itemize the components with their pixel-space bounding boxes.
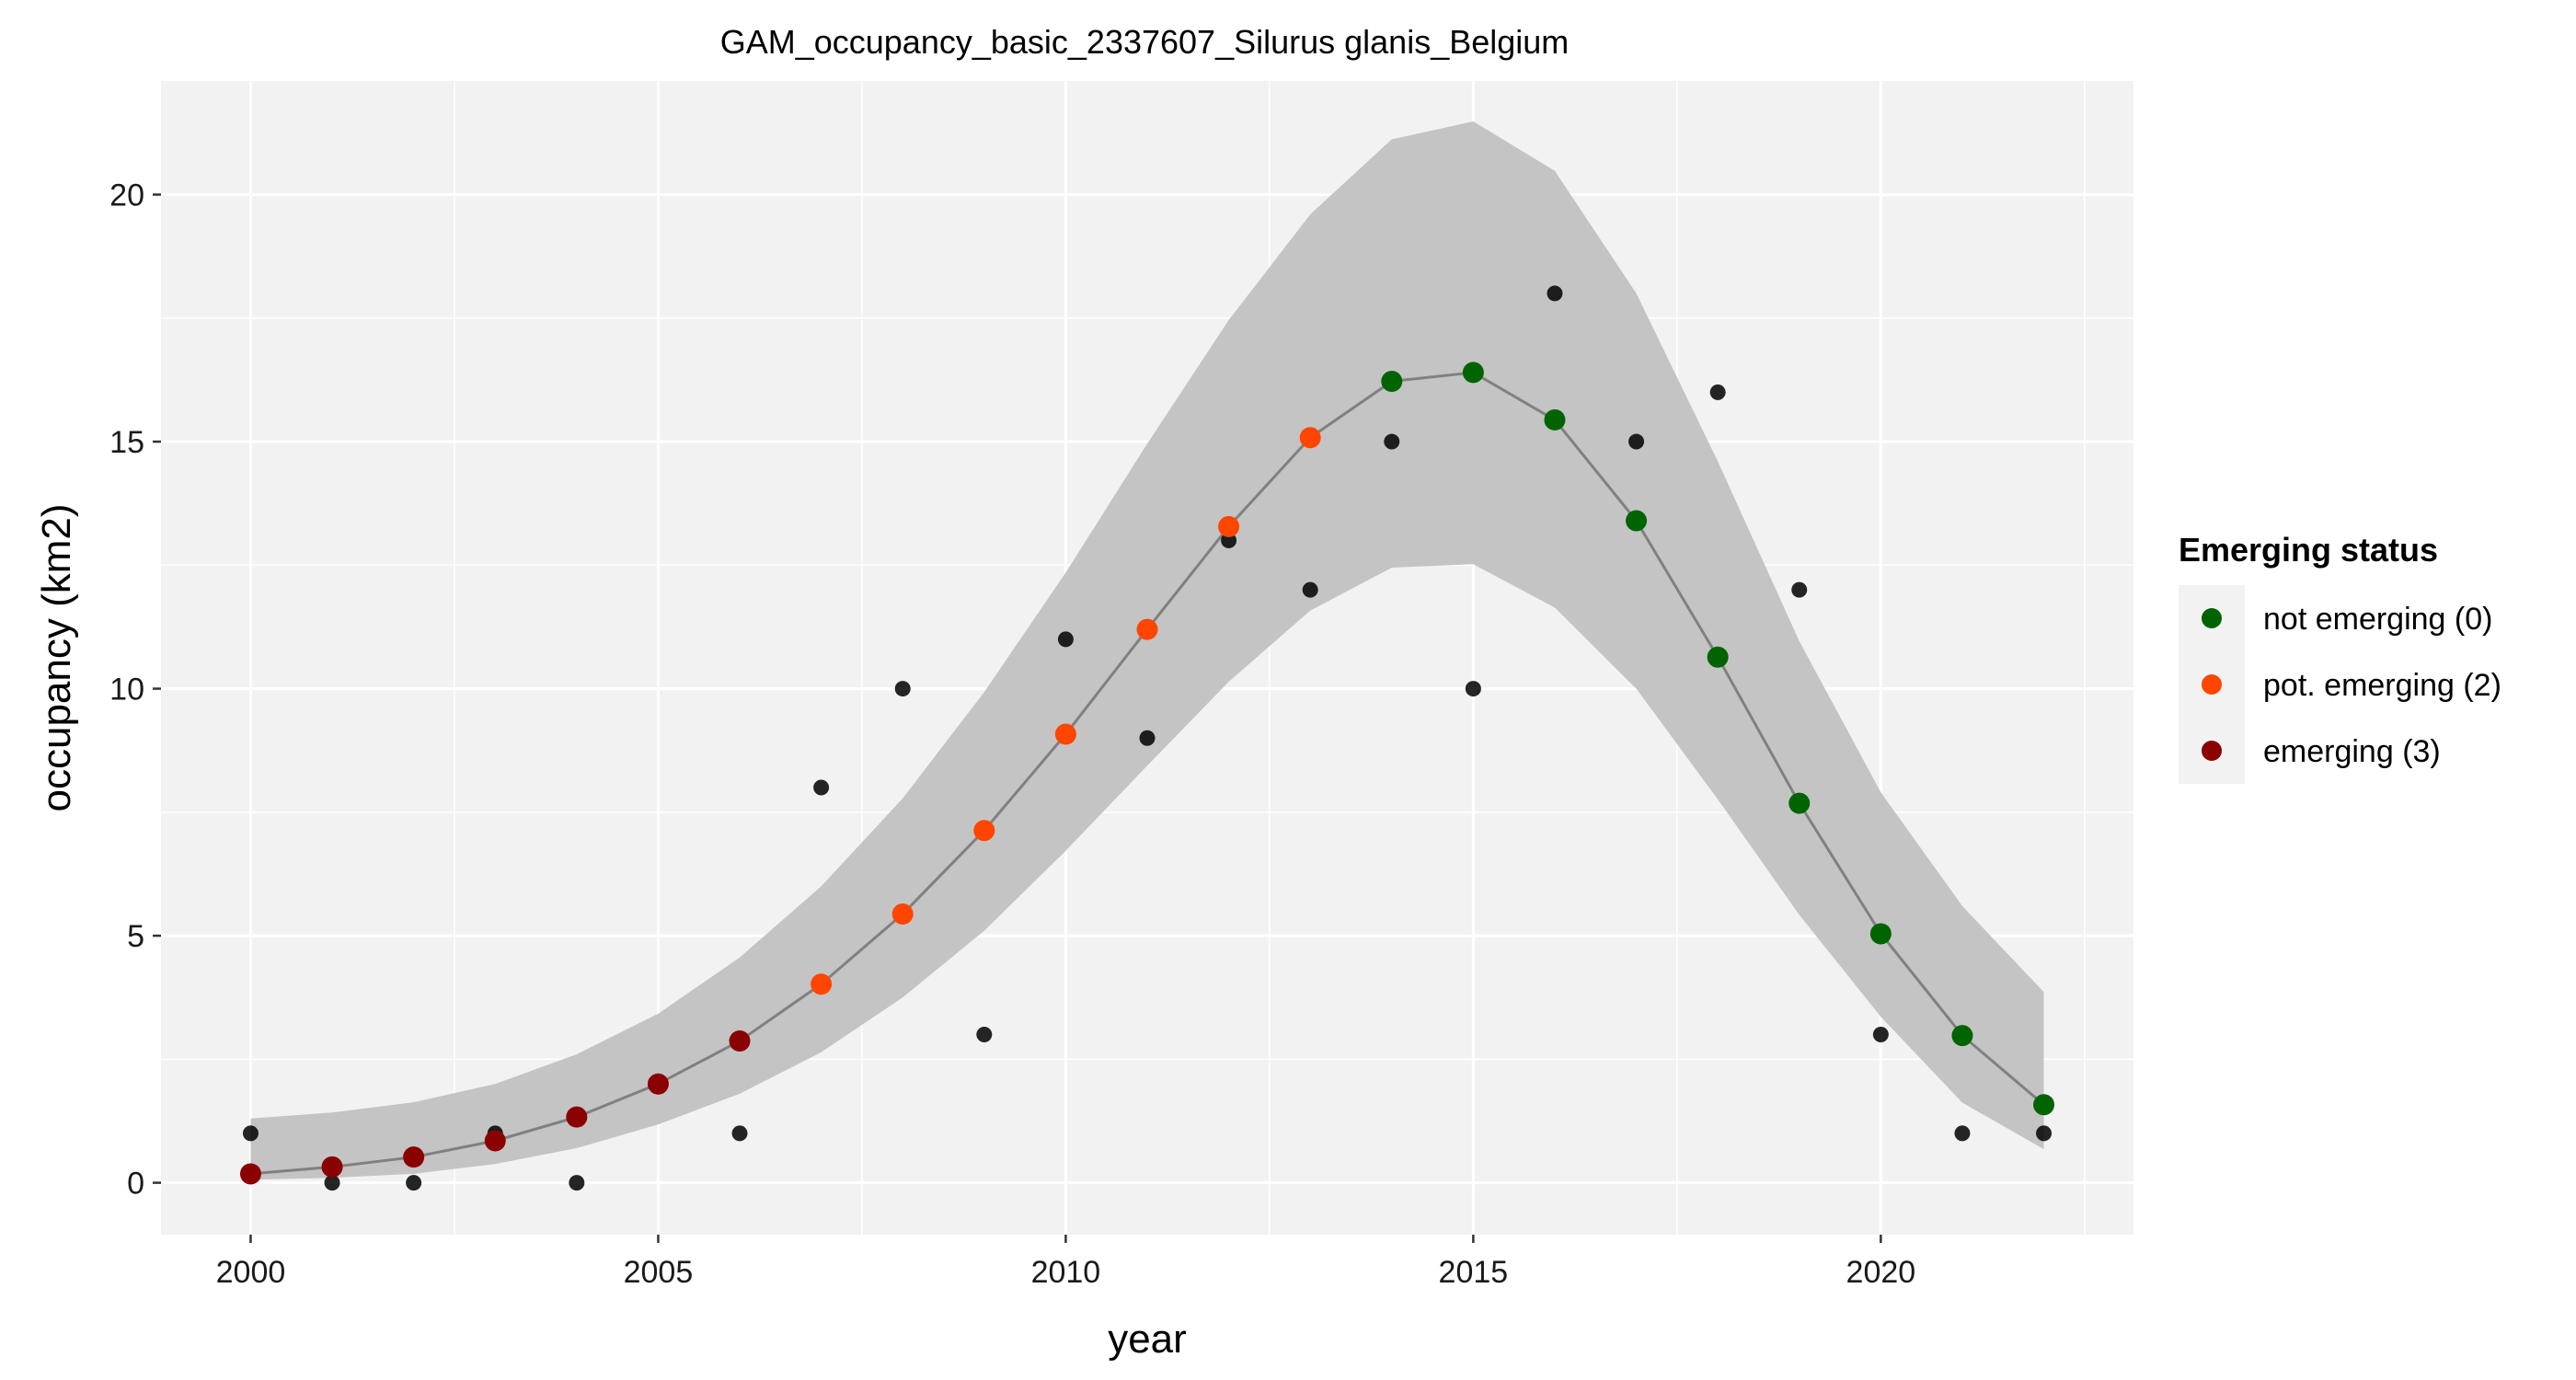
fitted-points bbox=[239, 362, 2055, 1185]
fitted-point bbox=[1299, 427, 1321, 449]
fitted-point bbox=[1788, 792, 1811, 814]
observed-point bbox=[1954, 1125, 1971, 1142]
x-axis-ticks: 2000 2005 2010 2015 2020 bbox=[216, 1235, 1916, 1290]
observed-point bbox=[1628, 433, 1645, 450]
y-axis-title: occupancy (km2) bbox=[34, 503, 79, 811]
fitted-point bbox=[891, 903, 914, 925]
observed-point bbox=[1302, 581, 1318, 598]
observed-point bbox=[731, 1125, 748, 1142]
fitted-point bbox=[1707, 646, 1729, 668]
y-tick-label: 5 bbox=[127, 919, 144, 954]
fitted-point bbox=[566, 1106, 588, 1128]
legend-key-pot-emerging bbox=[2202, 674, 2222, 695]
fitted-point bbox=[1381, 371, 1403, 393]
observed-point bbox=[1872, 1026, 1889, 1042]
observed-point bbox=[324, 1175, 340, 1191]
y-tick-label: 10 bbox=[109, 673, 144, 707]
fitted-point bbox=[484, 1130, 506, 1152]
fitted-point bbox=[1626, 510, 1648, 532]
legend-key-emerging bbox=[2202, 741, 2222, 761]
observed-point bbox=[813, 779, 830, 796]
x-tick-label: 2020 bbox=[1846, 1255, 1916, 1290]
fitted-point bbox=[1544, 408, 1566, 431]
fitted-point bbox=[811, 973, 833, 995]
fitted-point bbox=[1462, 362, 1484, 384]
legend-item-pot-emerging: pot. emerging (2) bbox=[2202, 668, 2501, 703]
fitted-point bbox=[403, 1146, 425, 1168]
confidence-ribbon bbox=[250, 121, 2044, 1180]
observed-point bbox=[1221, 532, 1237, 548]
observed-point bbox=[1791, 581, 1808, 598]
x-axis-title: year bbox=[1108, 1317, 1187, 1362]
fitted-point bbox=[1869, 923, 1892, 945]
fitted-point bbox=[647, 1073, 669, 1095]
legend-key-not-emerging bbox=[2202, 608, 2222, 628]
observed-point bbox=[1384, 433, 1400, 450]
observed-point bbox=[976, 1026, 993, 1042]
fitted-point bbox=[729, 1029, 751, 1052]
y-tick-label: 0 bbox=[127, 1167, 144, 1202]
y-axis-ticks: 0 5 10 15 20 bbox=[109, 178, 161, 1202]
observed-point bbox=[894, 681, 911, 697]
observed-point bbox=[1465, 681, 1481, 697]
legend: Emerging status not emerging (0) pot. em… bbox=[2179, 531, 2501, 784]
x-tick-label: 2010 bbox=[1031, 1255, 1101, 1290]
x-tick-label: 2015 bbox=[1439, 1255, 1509, 1290]
fitted-point bbox=[239, 1163, 261, 1185]
legend-label-pot-emerging: pot. emerging (2) bbox=[2263, 668, 2501, 703]
legend-label-not-emerging: not emerging (0) bbox=[2263, 602, 2492, 637]
fitted-point bbox=[1054, 723, 1076, 745]
observed-point bbox=[2036, 1125, 2053, 1142]
observed-point bbox=[569, 1175, 585, 1191]
chart-title: GAM_occupancy_basic_2337607_Silurus glan… bbox=[720, 23, 1570, 61]
legend-item-not-emerging: not emerging (0) bbox=[2202, 602, 2492, 637]
observed-point bbox=[1139, 730, 1156, 746]
observed-point bbox=[242, 1125, 259, 1142]
observed-point bbox=[1709, 384, 1726, 400]
fitted-point bbox=[973, 820, 995, 842]
y-tick-label: 15 bbox=[109, 425, 144, 460]
observed-point bbox=[1547, 285, 1563, 302]
fitted-point bbox=[1136, 618, 1158, 640]
fitted-point bbox=[1951, 1025, 1973, 1047]
fitted-point bbox=[2033, 1094, 2055, 1116]
legend-title: Emerging status bbox=[2179, 531, 2438, 569]
fitted-point bbox=[1218, 515, 1240, 537]
legend-item-emerging: emerging (3) bbox=[2202, 734, 2441, 769]
x-tick-label: 2000 bbox=[216, 1255, 286, 1290]
observed-point bbox=[406, 1175, 422, 1191]
y-tick-label: 20 bbox=[109, 178, 144, 213]
observed-point bbox=[1057, 631, 1074, 648]
x-tick-label: 2005 bbox=[624, 1255, 694, 1290]
fitted-point bbox=[321, 1156, 343, 1178]
legend-label-emerging: emerging (3) bbox=[2263, 734, 2441, 769]
